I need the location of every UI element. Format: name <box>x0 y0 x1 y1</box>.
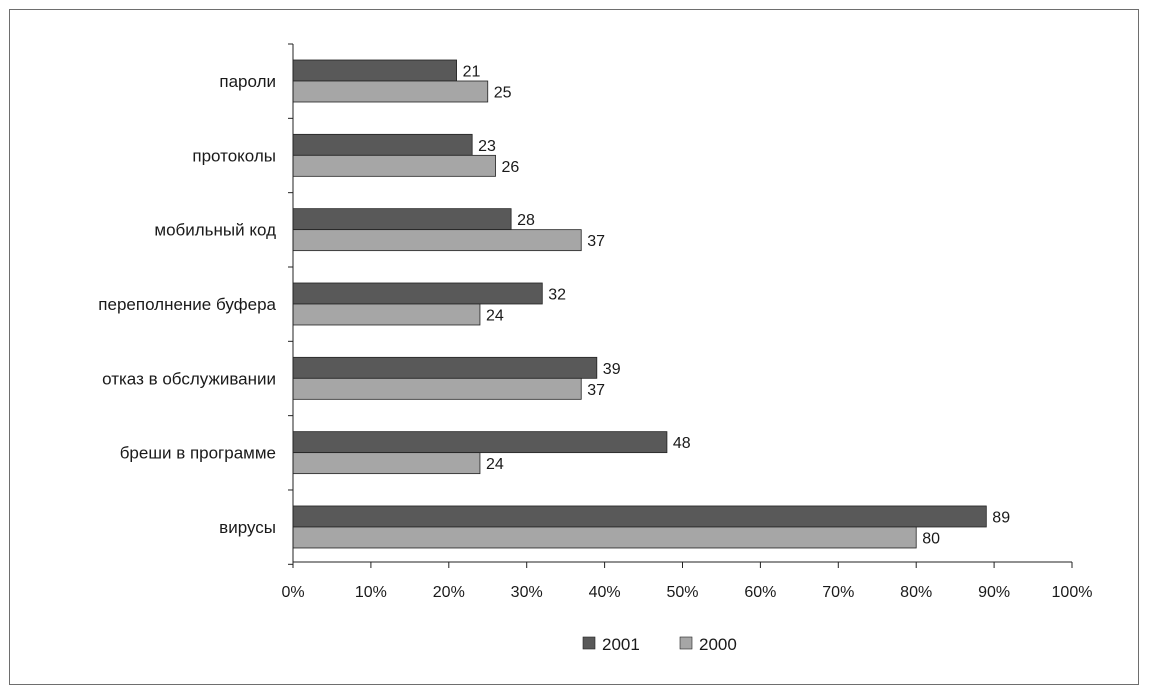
x-tick-label-3: 30% <box>511 584 543 601</box>
data-label-2000-1: 26 <box>502 159 520 176</box>
data-label-2001-6: 89 <box>992 509 1010 526</box>
x-tick-label-4: 40% <box>589 584 621 601</box>
bars-layer <box>292 59 987 549</box>
x-tick-label-0: 0% <box>281 584 304 601</box>
data-label-2001-5: 48 <box>673 435 691 452</box>
bar-2000-5 <box>292 452 481 475</box>
category-label-0: пароли <box>219 72 276 91</box>
data-label-2000-6: 80 <box>922 530 940 547</box>
bar-2000-4 <box>292 377 582 400</box>
category-label-1: протоколы <box>192 146 276 165</box>
data-label-2000-2: 37 <box>587 233 605 250</box>
axes-layer: 0% 10% 20% 30% 40% 50% 60% 70% 80% 90% 100% <box>281 43 1093 601</box>
data-label-2001-2: 28 <box>517 212 535 229</box>
bar-2001-0 <box>292 59 457 82</box>
x-tick-label-1: 10% <box>355 584 387 601</box>
data-label-2000-0: 25 <box>494 85 512 102</box>
bar-2000-0 <box>292 80 489 103</box>
category-label-6: вирусы <box>219 518 276 537</box>
x-tick-label-8: 80% <box>900 584 932 601</box>
x-tick-label-10: 100% <box>1052 584 1093 601</box>
category-label-3: переполнение буфера <box>98 295 276 314</box>
data-label-2001-0: 21 <box>463 64 481 81</box>
category-labels-layer: пароли протоколы мобильный код переполнение… <box>98 72 276 537</box>
bar-2000-1 <box>292 154 496 177</box>
x-tick-label-2: 20% <box>433 584 465 601</box>
bar-2001-3 <box>292 282 543 305</box>
data-labels-layer: 21 25 23 26 28 37 32 24 39 37 48 24 89 80 <box>463 64 1011 548</box>
data-label-2000-5: 24 <box>486 456 504 473</box>
x-tick-label-7: 70% <box>822 584 854 601</box>
legend: 2001 2000 <box>582 635 737 654</box>
bar-2001-1 <box>292 133 473 156</box>
x-tick-label-9: 90% <box>978 584 1010 601</box>
legend-label-2000: 2000 <box>699 635 737 654</box>
category-label-2: мобильный код <box>154 221 276 240</box>
category-label-5: бреши в программе <box>120 444 276 463</box>
data-label-2001-1: 23 <box>478 138 496 155</box>
legend-swatch-2001 <box>582 636 596 650</box>
bar-2000-6 <box>292 526 917 549</box>
data-label-2000-4: 37 <box>587 382 605 399</box>
bar-2001-5 <box>292 431 668 454</box>
legend-label-2001: 2001 <box>602 635 640 654</box>
data-label-2001-4: 39 <box>603 361 621 378</box>
bar-2001-6 <box>292 505 987 528</box>
data-label-2000-3: 24 <box>486 307 504 324</box>
bar-2001-4 <box>292 356 598 379</box>
data-label-2001-3: 32 <box>548 286 566 303</box>
bar-2000-3 <box>292 303 481 326</box>
bar-2000-2 <box>292 229 582 252</box>
bar-2001-2 <box>292 208 512 231</box>
x-tick-label-5: 50% <box>666 584 698 601</box>
category-label-4: отказ в обслуживании <box>102 369 276 388</box>
legend-swatch-2000 <box>679 636 693 650</box>
chart-frame <box>9 9 1139 685</box>
x-tick-label-6: 60% <box>744 584 776 601</box>
